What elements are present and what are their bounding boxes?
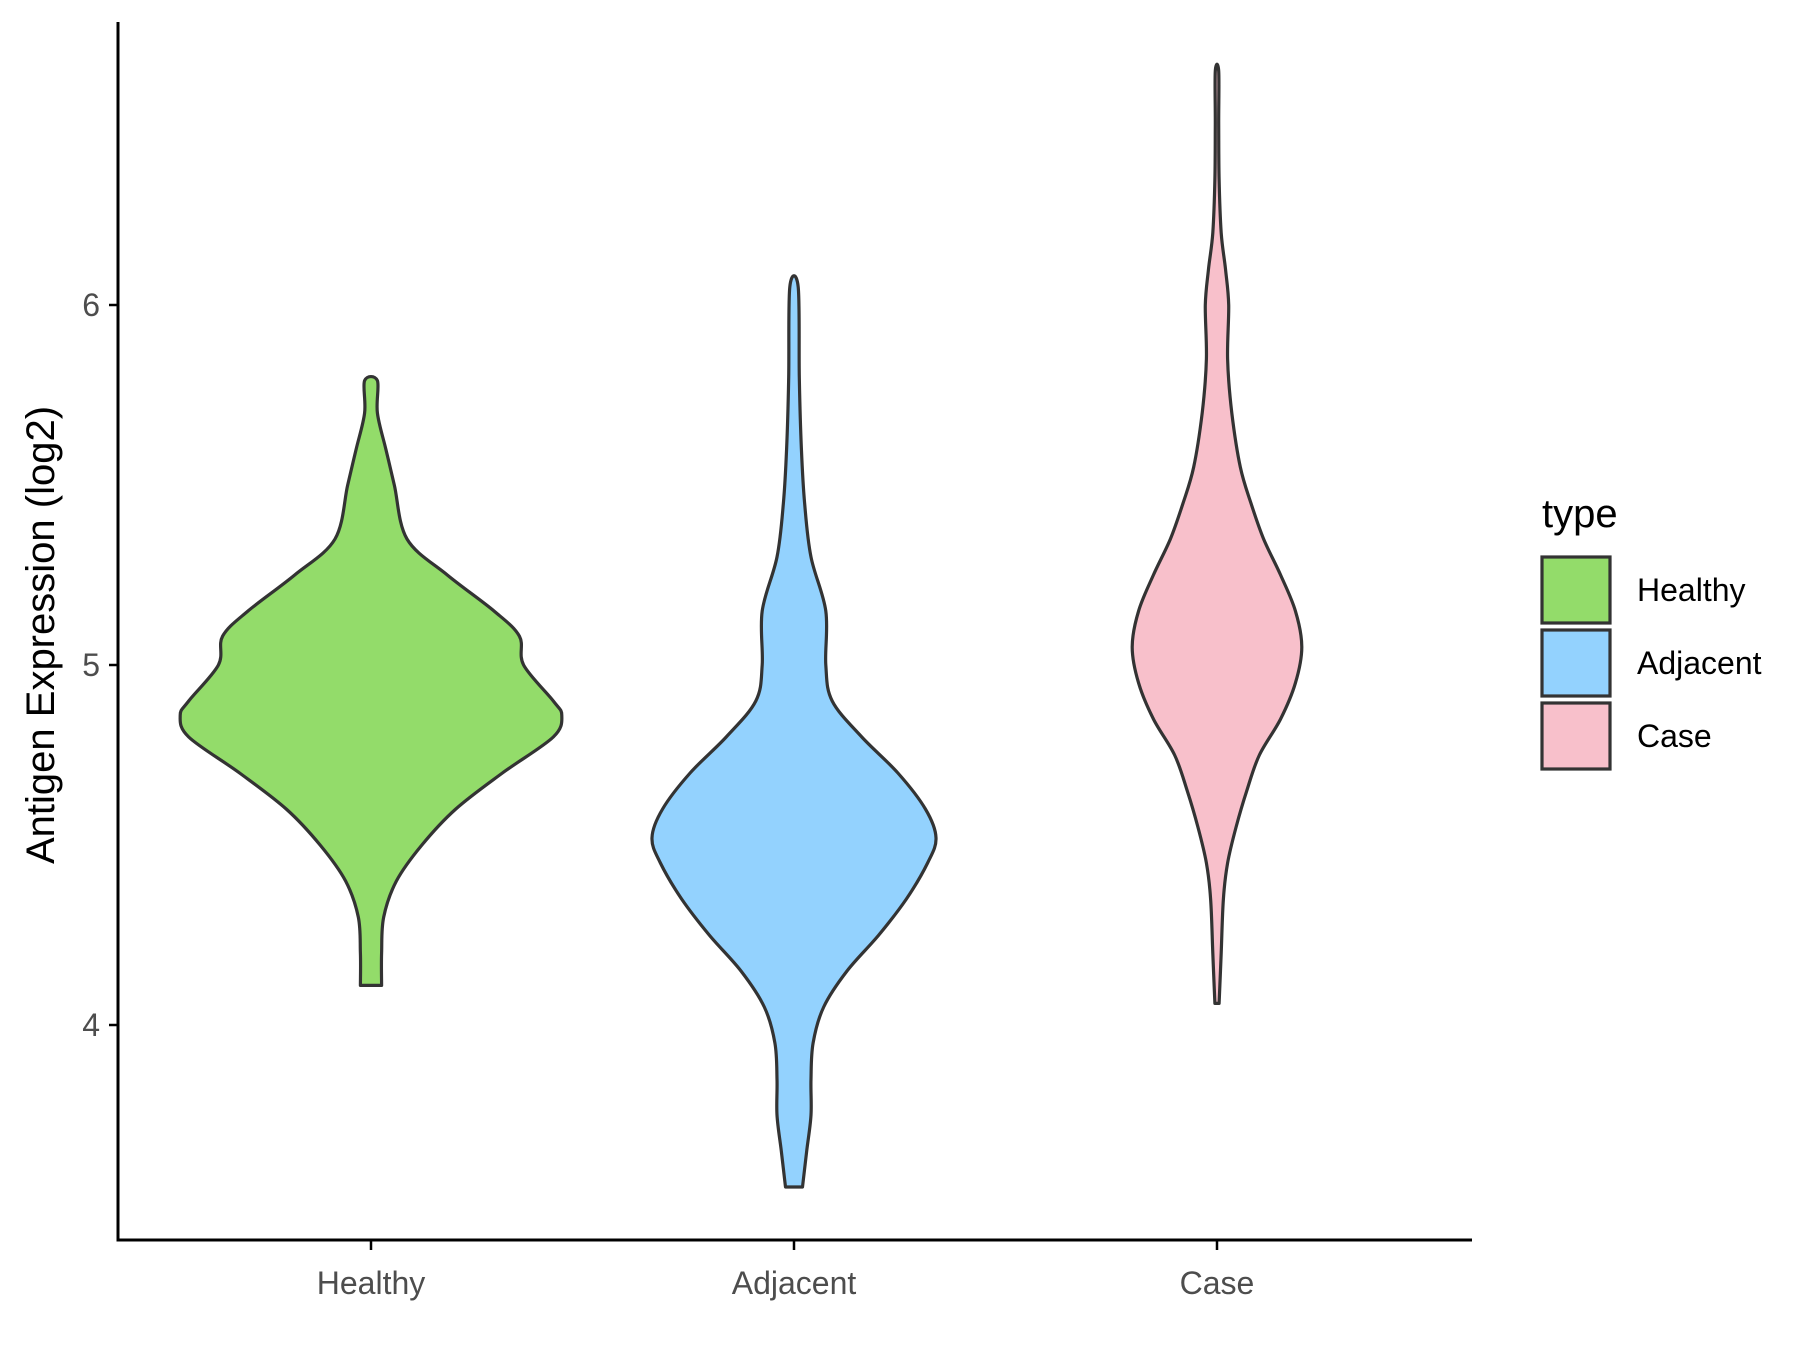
legend-title: type [1542,492,1618,536]
legend-label-healthy: Healthy [1637,572,1746,608]
violin-adjacent [650,274,938,1189]
y-tick-label: 6 [82,287,100,323]
y-tick-label: 4 [82,1007,100,1043]
y-axis-title: Antigen Expression (log2) [19,406,63,864]
violin-healthy [178,374,564,987]
legend-key-healthy [1540,555,1612,625]
legend-label-adjacent: Adjacent [1637,645,1762,681]
violin-case [1130,62,1304,1005]
violin-layer [178,62,1304,1189]
legend-label-case: Case [1637,718,1712,754]
y-ticks: 4 5 6 [82,287,118,1043]
x-tick-label-healthy: Healthy [317,1265,426,1301]
x-ticks: Healthy Adjacent Case [317,1240,1255,1301]
legend-key-case [1540,701,1612,771]
legend: type Healthy Adjacent Case [1540,492,1762,771]
y-tick-label: 5 [82,647,100,683]
legend-key-adjacent [1540,628,1612,698]
x-tick-label-adjacent: Adjacent [732,1265,857,1301]
x-tick-label-case: Case [1180,1265,1255,1301]
